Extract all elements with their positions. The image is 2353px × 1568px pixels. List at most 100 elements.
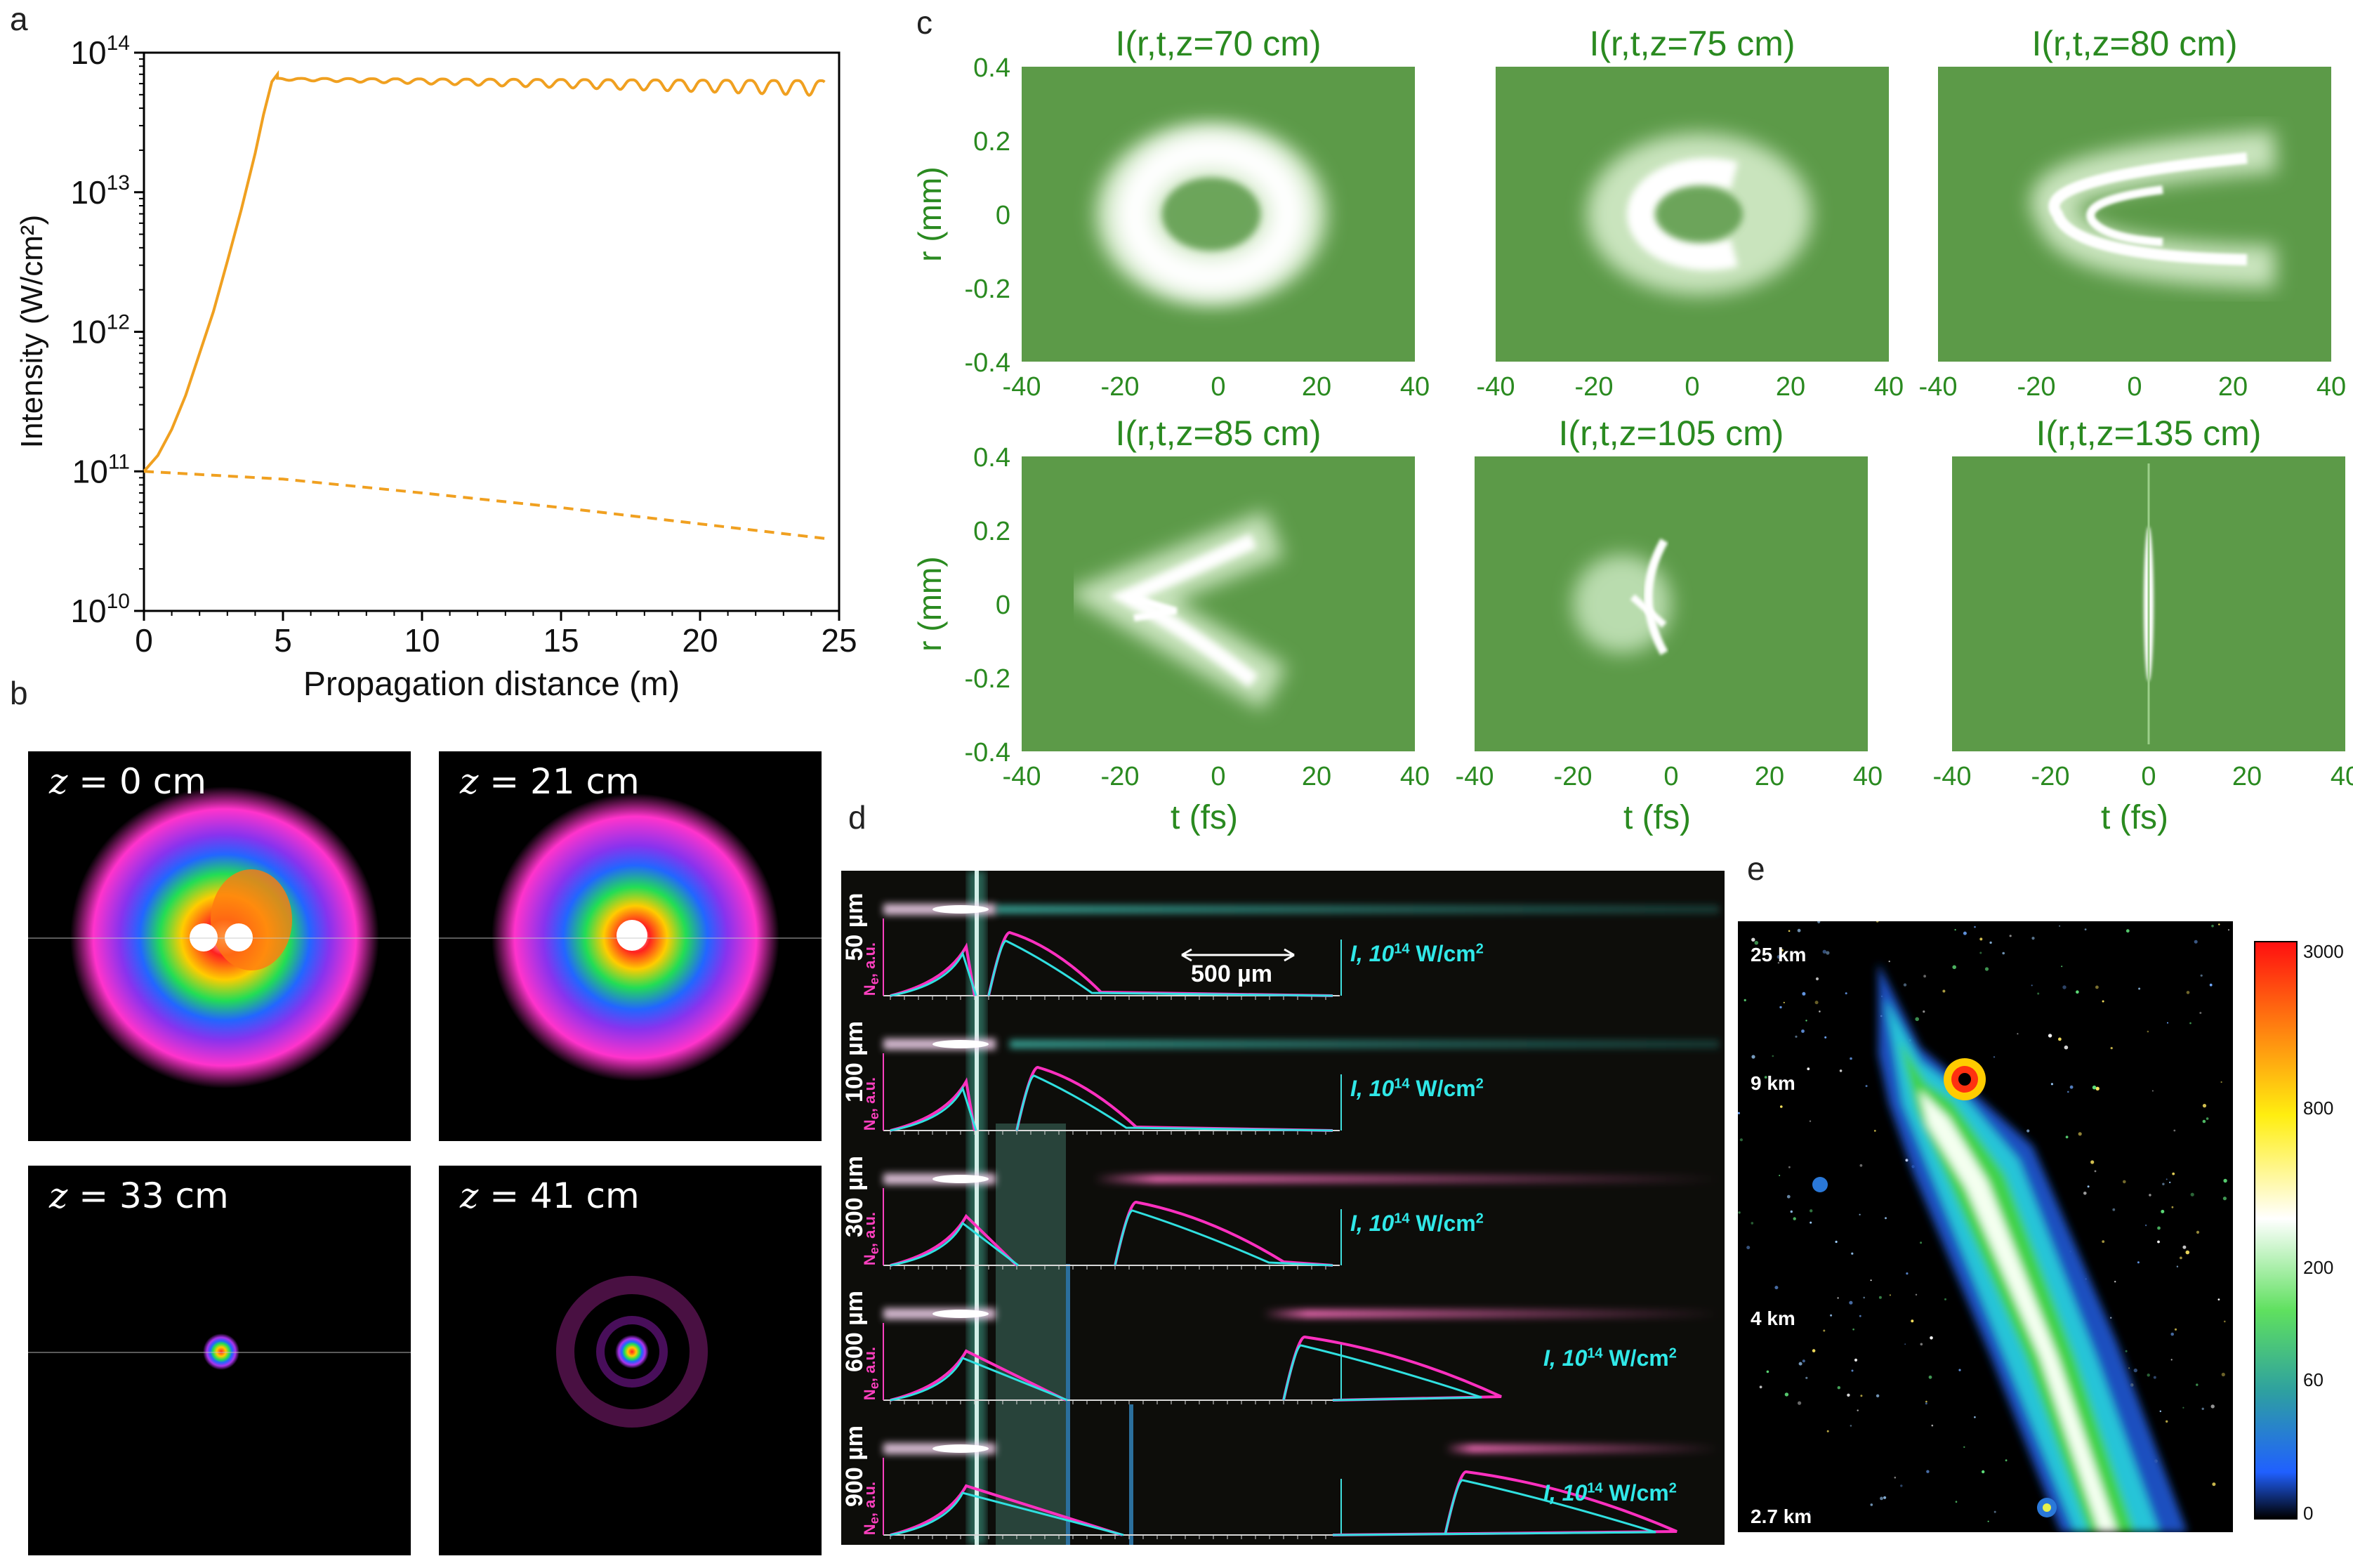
beam-head bbox=[932, 1310, 989, 1318]
star bbox=[2059, 925, 2061, 927]
star bbox=[1987, 1520, 1989, 1522]
intensity-profile-spike bbox=[890, 1221, 1019, 1267]
star bbox=[2194, 940, 2198, 944]
x-tick-label: 15 bbox=[543, 622, 579, 659]
colorbar-tick-3000: 3000 bbox=[2303, 941, 2344, 962]
y-tick-label: 1013 bbox=[70, 171, 130, 211]
ne-symbol: N bbox=[860, 1119, 878, 1131]
star bbox=[2125, 929, 2130, 933]
star bbox=[2094, 1170, 2097, 1173]
x-tick-label: -40 bbox=[1919, 372, 1958, 402]
star bbox=[2078, 1132, 2082, 1136]
star bbox=[2102, 1000, 2104, 1003]
y-tick-label: 0 bbox=[996, 591, 1010, 620]
star bbox=[1903, 983, 1907, 987]
star bbox=[1837, 1386, 1840, 1390]
y-tick-label: 1014 bbox=[70, 32, 130, 71]
star bbox=[2180, 1256, 2182, 1260]
star bbox=[2221, 1372, 2225, 1377]
heatmap-title: I(r,t,z=85 cm) bbox=[1115, 414, 1321, 453]
star bbox=[1812, 1349, 1816, 1352]
star bbox=[2201, 1407, 2204, 1410]
star bbox=[2037, 992, 2040, 995]
star bbox=[1809, 1120, 1812, 1122]
x-tick-label: 20 bbox=[1302, 762, 1331, 791]
beam-streak bbox=[1263, 1310, 1719, 1318]
star bbox=[1777, 961, 1780, 964]
star bbox=[1963, 931, 1967, 935]
star bbox=[1839, 1069, 1843, 1072]
x-tick-label: -40 bbox=[1456, 762, 1494, 791]
star bbox=[2173, 1129, 2176, 1132]
star bbox=[1878, 1296, 1882, 1299]
star bbox=[1739, 1138, 1743, 1142]
star bbox=[2110, 1047, 2113, 1050]
star bbox=[2065, 1135, 2069, 1139]
panel-a-chart: 0 5 10 15 20 25 1010 1011 1012 1013 1014 Propagati… bbox=[15, 32, 857, 703]
ne-unit: , a.u. bbox=[860, 1076, 878, 1113]
heatmap-title: I(r,t,z=80 cm) bbox=[2031, 24, 2237, 63]
star bbox=[1930, 1336, 1933, 1340]
star bbox=[2228, 929, 2229, 931]
y-tick-label: -0.2 bbox=[965, 664, 1010, 694]
star bbox=[1754, 940, 1759, 945]
star bbox=[2005, 1459, 2008, 1462]
x-tick-label: -40 bbox=[1003, 372, 1041, 402]
beam-head bbox=[932, 1175, 989, 1183]
star bbox=[1738, 1211, 1741, 1214]
star bbox=[2196, 1230, 2200, 1234]
star bbox=[1979, 951, 1982, 954]
star bbox=[2222, 1197, 2227, 1201]
star bbox=[1766, 1370, 1769, 1373]
beam-hotspot-right bbox=[211, 869, 292, 970]
x-tick-label: 20 bbox=[1776, 372, 1805, 402]
intensity-exponent: 14 bbox=[1394, 1211, 1410, 1227]
star bbox=[2186, 991, 2190, 994]
intensity-arc bbox=[1627, 158, 1739, 270]
beam-head bbox=[932, 905, 989, 914]
star bbox=[2123, 1180, 2126, 1184]
star bbox=[2002, 951, 2005, 955]
intensity-symbol: I, 10 bbox=[1543, 1345, 1588, 1371]
star bbox=[1801, 1029, 1805, 1033]
star bbox=[1904, 1343, 1906, 1345]
intensity-axis-label: I, 1014 W/cm2 bbox=[1543, 1480, 1677, 1506]
star bbox=[2157, 1240, 2160, 1244]
star bbox=[2209, 983, 2213, 987]
star bbox=[1849, 1300, 1853, 1305]
star bbox=[2162, 1182, 2165, 1185]
x-tick-label: 0 bbox=[1211, 762, 1225, 791]
star bbox=[1786, 1194, 1791, 1199]
heatmap-panel: I(r,t,z=70 cm) -40 -20 0 20 40 0.4 0.2 0 -0.2 -0.4… bbox=[913, 24, 1430, 402]
star bbox=[1915, 1017, 1919, 1022]
intensity-unit: W/cm bbox=[1602, 1480, 1669, 1506]
star bbox=[2069, 1085, 2074, 1089]
intensity-tip bbox=[1126, 593, 1178, 621]
intensity-unit: W/cm bbox=[1409, 1211, 1476, 1236]
star-blob bbox=[1812, 1177, 1828, 1192]
beam-streak bbox=[1010, 1040, 1719, 1048]
star bbox=[1974, 1416, 1976, 1418]
x-tick-label: 20 bbox=[2218, 372, 2248, 402]
star bbox=[2190, 1192, 2194, 1197]
star bbox=[1883, 1496, 1887, 1499]
filament-core bbox=[1919, 1090, 2117, 1532]
star bbox=[1814, 1001, 1819, 1005]
intensity-chevron-outer bbox=[2048, 152, 2248, 265]
star bbox=[1788, 930, 1791, 933]
distance-label-25km: 25 km bbox=[1751, 944, 1807, 966]
beam-profile-z21: z = 21 cm bbox=[439, 751, 822, 1141]
star bbox=[2157, 1226, 2161, 1230]
x-tick-label: 0 bbox=[2141, 762, 2156, 791]
beam-profile-z0: z = 0 cm bbox=[28, 751, 411, 1141]
intensity-profile-spike bbox=[890, 951, 977, 997]
star bbox=[1781, 949, 1784, 951]
star bbox=[2210, 1404, 2215, 1409]
star bbox=[1751, 937, 1755, 942]
star bbox=[1835, 1240, 1838, 1244]
star bbox=[1777, 955, 1781, 959]
ne-unit: , a.u. bbox=[860, 1211, 878, 1248]
star bbox=[1850, 1057, 1852, 1060]
ne-profile-peak bbox=[987, 930, 1333, 997]
intensity-unit-exponent: 2 bbox=[1475, 941, 1484, 957]
